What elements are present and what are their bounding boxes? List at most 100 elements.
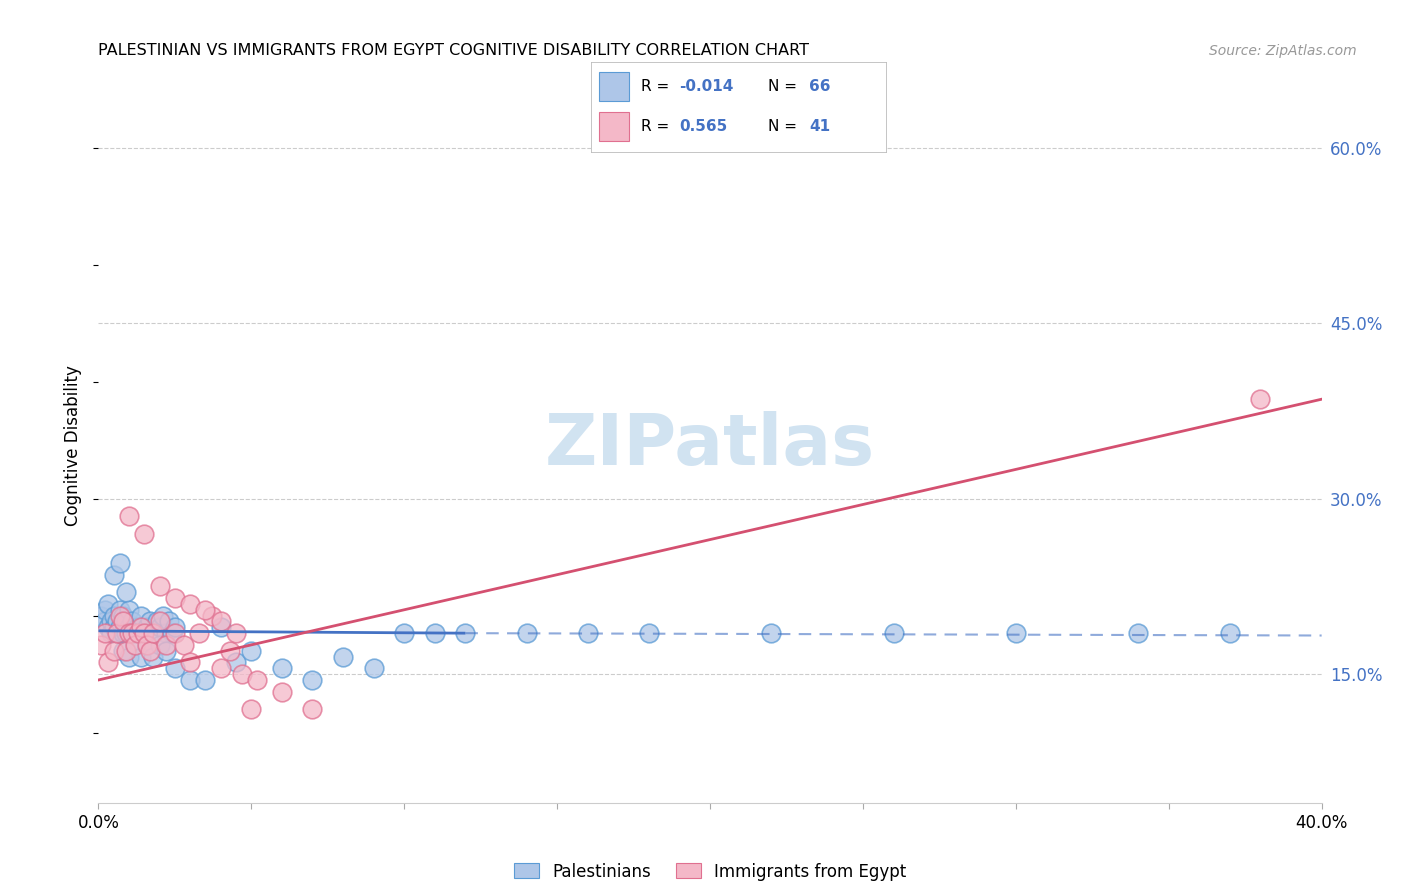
Point (103, 620, 125, 634)
Text: PALESTINIAN VS IMMIGRANTS FROM EGYPT COGNITIVE DISABILITY CORRELATION CHART: PALESTINIAN VS IMMIGRANTS FROM EGYPT COG… (98, 43, 810, 58)
Point (270, 684, 292, 698)
Point (93, 603, 115, 617)
Point (1004, 626, 1026, 640)
Point (200, 608, 222, 623)
Point (115, 644, 138, 658)
Point (149, 579, 172, 593)
Text: 41: 41 (808, 120, 830, 134)
Point (129, 620, 152, 634)
Point (270, 661, 292, 675)
Point (160, 626, 183, 640)
Point (225, 626, 247, 640)
Point (163, 591, 186, 605)
Text: N =: N = (768, 120, 801, 134)
Point (209, 615, 232, 629)
Point (108, 556, 131, 570)
Point (301, 702, 323, 716)
Point (179, 597, 201, 611)
Point (134, 526, 156, 541)
Point (149, 615, 172, 629)
Point (188, 626, 211, 640)
Text: R =: R = (641, 79, 673, 94)
Text: N =: N = (768, 79, 801, 94)
Point (118, 649, 141, 664)
Point (111, 608, 134, 623)
Point (240, 702, 263, 716)
Point (516, 626, 538, 640)
Point (139, 644, 162, 658)
Point (173, 638, 195, 652)
Point (115, 615, 138, 629)
Point (179, 673, 201, 687)
Point (115, 626, 138, 640)
Point (155, 644, 177, 658)
Point (118, 620, 141, 634)
Point (111, 615, 134, 629)
Point (134, 626, 156, 640)
Text: 66: 66 (808, 79, 831, 94)
Text: ZIPatlas: ZIPatlas (546, 411, 875, 481)
Point (246, 673, 269, 687)
Point (145, 615, 167, 629)
Point (134, 626, 156, 640)
Point (127, 620, 149, 634)
Point (194, 673, 217, 687)
Point (1128, 626, 1150, 640)
Point (1249, 392, 1271, 407)
Point (108, 608, 131, 623)
Point (423, 626, 446, 640)
Point (155, 638, 177, 652)
Point (139, 615, 162, 629)
Point (1219, 626, 1241, 640)
Point (118, 626, 141, 640)
Point (108, 620, 131, 634)
Bar (599, 112, 628, 141)
Point (121, 626, 143, 640)
Point (142, 649, 165, 664)
Point (118, 603, 141, 617)
Point (194, 603, 217, 617)
Point (103, 644, 125, 658)
Point (363, 661, 385, 675)
Point (240, 644, 263, 658)
Point (111, 644, 134, 658)
Text: Source: ZipAtlas.com: Source: ZipAtlas.com (1209, 44, 1357, 58)
Point (179, 656, 201, 670)
Point (883, 626, 905, 640)
Point (155, 626, 177, 640)
Point (97, 620, 120, 634)
Point (163, 626, 186, 640)
Point (90, 638, 112, 652)
Point (225, 656, 247, 670)
Point (219, 644, 242, 658)
Point (93, 615, 115, 629)
Point (759, 626, 782, 640)
Point (105, 615, 128, 629)
Point (142, 626, 165, 640)
Point (157, 615, 180, 629)
Point (103, 567, 125, 582)
Point (124, 638, 146, 652)
Point (209, 620, 232, 634)
Point (152, 608, 174, 623)
Point (124, 626, 146, 640)
Text: 0.565: 0.565 (679, 120, 727, 134)
Point (118, 509, 141, 524)
Point (136, 620, 159, 634)
Y-axis label: Cognitive Disability: Cognitive Disability (65, 366, 83, 526)
Point (576, 626, 599, 640)
Point (332, 649, 354, 664)
Point (103, 608, 125, 623)
Point (97, 597, 120, 611)
Point (142, 626, 165, 640)
Legend: Palestinians, Immigrants from Egypt: Palestinians, Immigrants from Egypt (508, 856, 912, 888)
Point (209, 661, 232, 675)
Point (93, 626, 115, 640)
Point (105, 626, 128, 640)
Point (149, 638, 172, 652)
Point (129, 649, 152, 664)
Point (392, 626, 416, 640)
Point (637, 626, 661, 640)
Point (127, 626, 149, 640)
Point (163, 620, 186, 634)
